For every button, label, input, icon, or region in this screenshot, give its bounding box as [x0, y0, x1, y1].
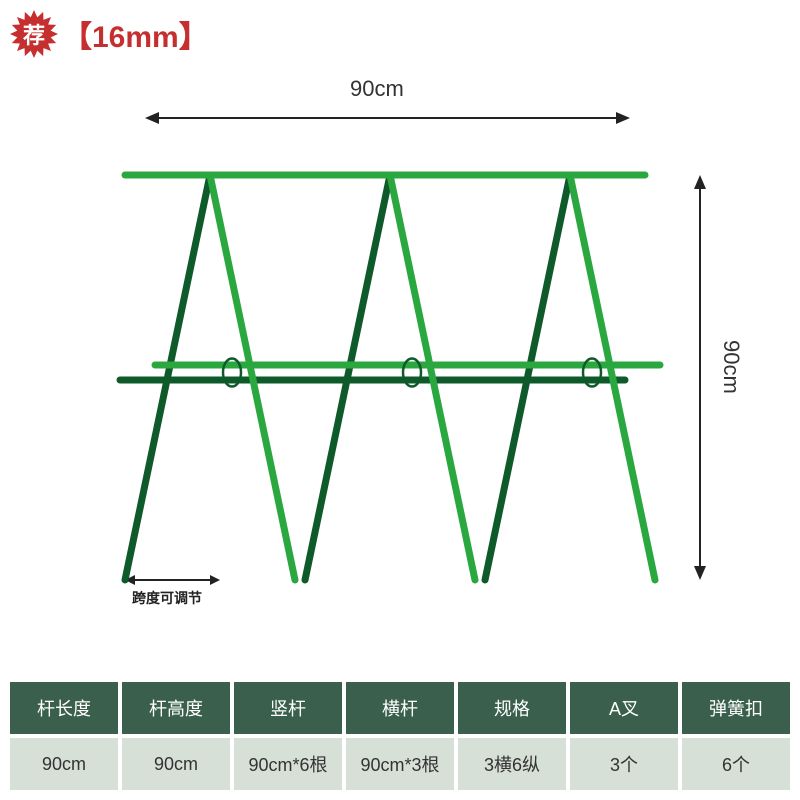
spec-value-cell: 90cm*3根 [346, 738, 454, 790]
spec-header-cell: A叉 [570, 682, 678, 734]
spec-value-cell: 3横6纵 [458, 738, 566, 790]
height-dimension-label: 90cm [718, 340, 744, 394]
span-adjustable-label: 跨度可调节 [132, 588, 202, 608]
spec-header-cell: 规格 [458, 682, 566, 734]
spec-value-row: 90cm90cm90cm*6根90cm*3根3横6纵3个6个 [10, 738, 790, 790]
diagram-svg [50, 70, 750, 610]
header: 荐 【16mm】 [10, 10, 209, 58]
frame-diagram: 90cm 90cm 跨度可调节 [50, 70, 750, 610]
badge-char: 荐 [23, 18, 45, 50]
spec-header-row: 杆长度杆高度竖杆横杆规格A叉弹簧扣 [10, 682, 790, 734]
spec-header-cell: 横杆 [346, 682, 454, 734]
spec-header-cell: 竖杆 [234, 682, 342, 734]
spec-header-cell: 弹簧扣 [682, 682, 790, 734]
spec-value-cell: 6个 [682, 738, 790, 790]
spec-value-cell: 90cm*6根 [234, 738, 342, 790]
spec-header-cell: 杆长度 [10, 682, 118, 734]
spec-value-cell: 90cm [122, 738, 230, 790]
spec-header-cell: 杆高度 [122, 682, 230, 734]
width-dimension-label: 90cm [350, 76, 404, 102]
spec-value-cell: 90cm [10, 738, 118, 790]
recommend-badge: 荐 [10, 10, 58, 58]
spec-value-cell: 3个 [570, 738, 678, 790]
spec-table: 杆长度杆高度竖杆横杆规格A叉弹簧扣 90cm90cm90cm*6根90cm*3根… [10, 682, 790, 790]
title-text: 【16mm】 [62, 12, 209, 56]
